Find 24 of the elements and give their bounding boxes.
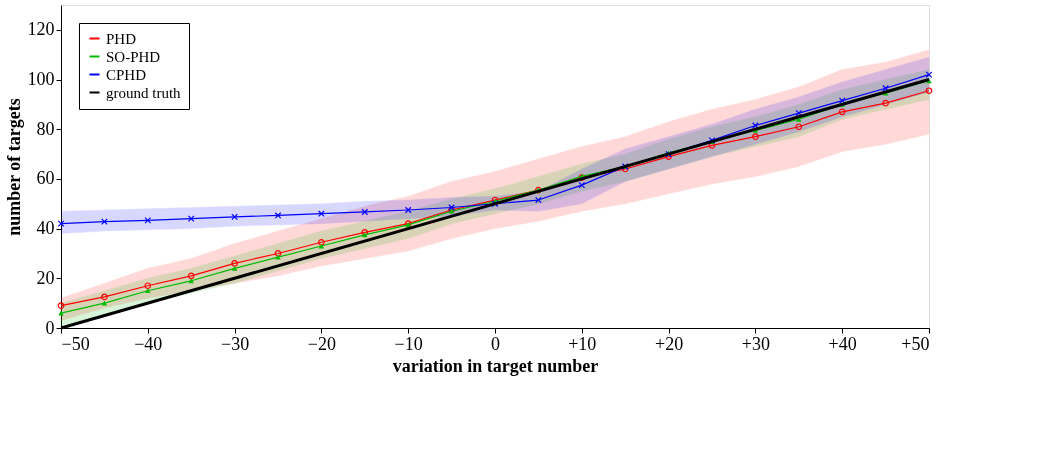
x-tick-label: −20 [307,333,336,354]
legend-label: ground truth [106,84,182,101]
y-tick-label: 120 [27,19,55,40]
y-tick-label: 80 [36,118,55,139]
legend-label: CPHD [106,66,147,83]
x-tick-label: −40 [134,333,163,354]
legend-label: PHD [106,30,137,47]
x-axis-title: variation in target number [392,355,599,376]
y-tick-label: 0 [45,317,55,338]
x-tick-label: +50 [901,333,930,354]
x-tick-label: −30 [221,333,250,354]
x-tick-label: +10 [568,333,597,354]
x-tick-label: 0 [491,333,500,354]
legend-label: SO-PHD [106,48,161,65]
y-tick-label: 100 [27,69,55,90]
y-axis-title: number of targets [3,98,24,236]
y-tick-label: 60 [36,168,55,189]
x-tick-label: +30 [741,333,770,354]
x-tick-label: +20 [655,333,684,354]
x-tick-label: −10 [394,333,423,354]
x-tick-label: +40 [828,333,857,354]
y-tick-label: 20 [36,267,55,288]
y-tick-label: 40 [36,218,55,239]
x-tick-label: −50 [61,333,90,354]
